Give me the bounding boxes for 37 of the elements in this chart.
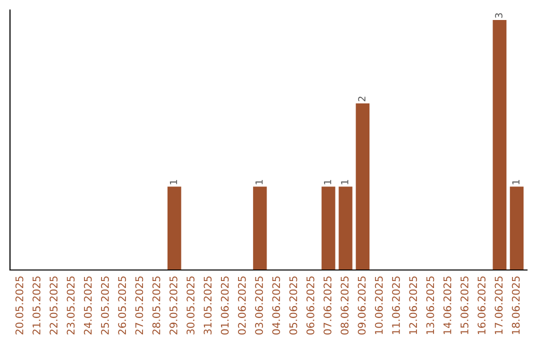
data-label: 3 <box>495 13 502 18</box>
data-label: 1 <box>512 180 520 184</box>
x-tick-label: 05.06.2025 <box>289 276 298 335</box>
x-tick-label: 04.06.2025 <box>272 276 280 335</box>
x-tick-label: 14.06.2025 <box>443 276 452 334</box>
data-label: 1 <box>170 180 178 184</box>
x-tick-label: 02.06.2025 <box>238 276 246 335</box>
x-tick-label: 25.05.2025 <box>101 276 109 334</box>
x-tick-label: 16.06.2025 <box>478 276 486 334</box>
x-tick-label: 26.05.2025 <box>118 276 126 334</box>
x-tick-label: 10.06.2025 <box>374 276 383 334</box>
x-tick-label: 27.05.2025 <box>135 276 144 334</box>
x-tick-label: 01.06.2025 <box>220 276 229 335</box>
x-tick-label: 18.06.2025 <box>512 276 520 334</box>
x-tick-label: 12.06.2025 <box>409 276 418 334</box>
x-tick-label: 22.05.2025 <box>50 276 58 334</box>
x-tick-label: 11.06.2025 <box>392 276 400 334</box>
x-tick-label: 24.05.2025 <box>84 276 92 334</box>
x-tick-label: 31.05.2025 <box>204 276 212 334</box>
x-tick-label: 17.06.2025 <box>494 276 503 334</box>
data-label: 1 <box>256 180 263 184</box>
x-tick-label: 28.05.2025 <box>152 276 160 334</box>
x-tick-label: 09.06.2025 <box>358 276 366 335</box>
x-tick-label: 21.05.2025 <box>32 276 40 334</box>
x-tick-label: 20.05.2025 <box>15 276 24 334</box>
x-tick-label: 30.05.2025 <box>186 276 194 334</box>
x-tick-label: 06.06.2025 <box>306 276 314 335</box>
data-label: 1 <box>324 180 332 184</box>
data-label: 1 <box>341 180 348 184</box>
x-tick-label: 13.06.2025 <box>426 276 434 334</box>
x-tick-label: 29.05.2025 <box>169 276 178 334</box>
x-tick-label: 08.06.2025 <box>340 276 349 335</box>
x-tick-label: 15.06.2025 <box>460 276 468 334</box>
data-label: 2 <box>358 96 366 102</box>
x-tick-label: 03.06.2025 <box>255 276 263 335</box>
x-tick-label: 07.06.2025 <box>324 276 332 335</box>
x-tick-label: 23.05.2025 <box>66 276 75 334</box>
